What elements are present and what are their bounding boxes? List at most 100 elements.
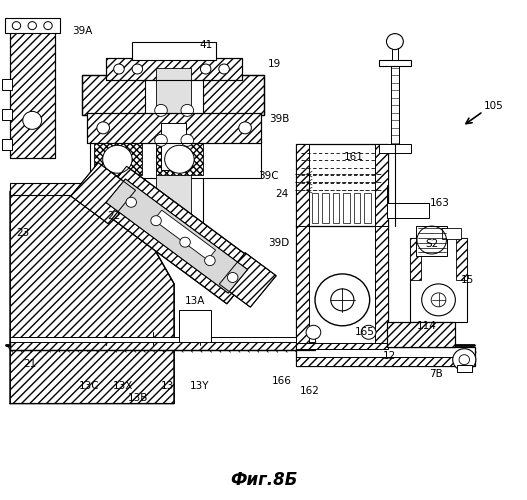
Text: 166: 166	[272, 376, 292, 386]
Circle shape	[155, 134, 167, 146]
Circle shape	[126, 198, 136, 207]
Bar	[392, 44, 397, 60]
Bar	[409, 238, 421, 280]
Bar	[456, 238, 467, 280]
Bar	[10, 338, 315, 342]
Text: S2: S2	[425, 239, 438, 249]
Bar	[2, 110, 12, 120]
Bar	[354, 192, 360, 222]
Circle shape	[28, 22, 36, 30]
Circle shape	[181, 104, 193, 117]
Bar	[296, 144, 309, 226]
Text: 22: 22	[107, 211, 120, 221]
Circle shape	[228, 272, 238, 282]
Bar	[82, 76, 264, 116]
Circle shape	[23, 112, 42, 130]
Text: 41: 41	[199, 40, 212, 50]
Circle shape	[362, 326, 376, 340]
Bar	[344, 192, 350, 222]
Text: 13X: 13X	[113, 380, 133, 390]
Bar	[312, 192, 318, 222]
Bar	[442, 228, 461, 239]
Bar	[71, 162, 135, 224]
Circle shape	[204, 256, 215, 266]
Text: 15: 15	[461, 275, 474, 285]
Text: 163: 163	[430, 198, 450, 207]
Bar	[296, 144, 388, 226]
Circle shape	[132, 64, 143, 74]
Circle shape	[44, 22, 52, 30]
Circle shape	[151, 216, 161, 226]
Bar	[387, 322, 455, 347]
Circle shape	[180, 237, 190, 247]
Text: 39D: 39D	[269, 238, 290, 248]
Circle shape	[459, 354, 470, 364]
Bar	[161, 123, 186, 170]
Bar	[5, 18, 60, 33]
Bar	[10, 182, 175, 195]
Bar	[391, 63, 399, 146]
Circle shape	[431, 293, 446, 307]
Bar	[106, 179, 248, 293]
Bar	[145, 60, 203, 230]
Bar	[416, 226, 447, 256]
Bar	[132, 42, 216, 60]
Bar	[94, 143, 142, 175]
Text: 39B: 39B	[269, 114, 289, 124]
Text: 24: 24	[275, 189, 288, 199]
Circle shape	[103, 146, 132, 173]
Bar	[87, 113, 261, 143]
Bar	[323, 192, 329, 222]
Bar	[94, 166, 259, 304]
Circle shape	[239, 122, 251, 134]
Bar	[375, 225, 388, 344]
Bar	[156, 68, 191, 222]
Circle shape	[331, 289, 354, 311]
Polygon shape	[10, 191, 174, 404]
Bar	[387, 322, 455, 347]
Text: 19: 19	[267, 59, 281, 69]
Bar	[409, 238, 467, 322]
Bar	[179, 310, 211, 342]
Bar	[82, 76, 264, 116]
Bar	[296, 225, 309, 344]
Text: 7B: 7B	[429, 368, 443, 378]
Bar	[106, 179, 248, 293]
Circle shape	[97, 122, 110, 134]
Bar	[10, 340, 315, 349]
Circle shape	[200, 64, 211, 74]
Bar	[106, 58, 242, 80]
Circle shape	[453, 348, 476, 370]
Text: 12: 12	[383, 350, 396, 360]
Bar	[71, 162, 135, 224]
Bar	[90, 140, 261, 177]
Text: 23: 23	[16, 228, 30, 238]
Bar	[94, 166, 259, 304]
Text: 13Y: 13Y	[190, 380, 209, 390]
Text: 114: 114	[416, 321, 436, 331]
Text: 13B: 13B	[128, 392, 149, 402]
Text: 39A: 39A	[72, 26, 92, 36]
Text: 13A: 13A	[185, 296, 206, 306]
Bar	[106, 58, 242, 80]
Bar	[87, 113, 261, 143]
Text: 21: 21	[23, 358, 36, 368]
Bar	[333, 192, 339, 222]
Bar	[296, 225, 388, 344]
Bar	[154, 210, 216, 260]
Bar	[387, 202, 429, 218]
Text: 105: 105	[484, 102, 504, 112]
Bar	[379, 60, 411, 66]
Text: 13: 13	[161, 380, 174, 390]
Bar	[2, 80, 12, 90]
Bar	[457, 364, 472, 372]
Bar	[296, 342, 388, 348]
Circle shape	[386, 34, 403, 50]
Bar	[219, 252, 276, 307]
Bar	[364, 192, 370, 222]
Text: 165: 165	[355, 328, 374, 338]
Circle shape	[155, 104, 167, 117]
Text: 39C: 39C	[258, 171, 279, 181]
Bar	[219, 252, 276, 307]
Circle shape	[164, 146, 194, 173]
